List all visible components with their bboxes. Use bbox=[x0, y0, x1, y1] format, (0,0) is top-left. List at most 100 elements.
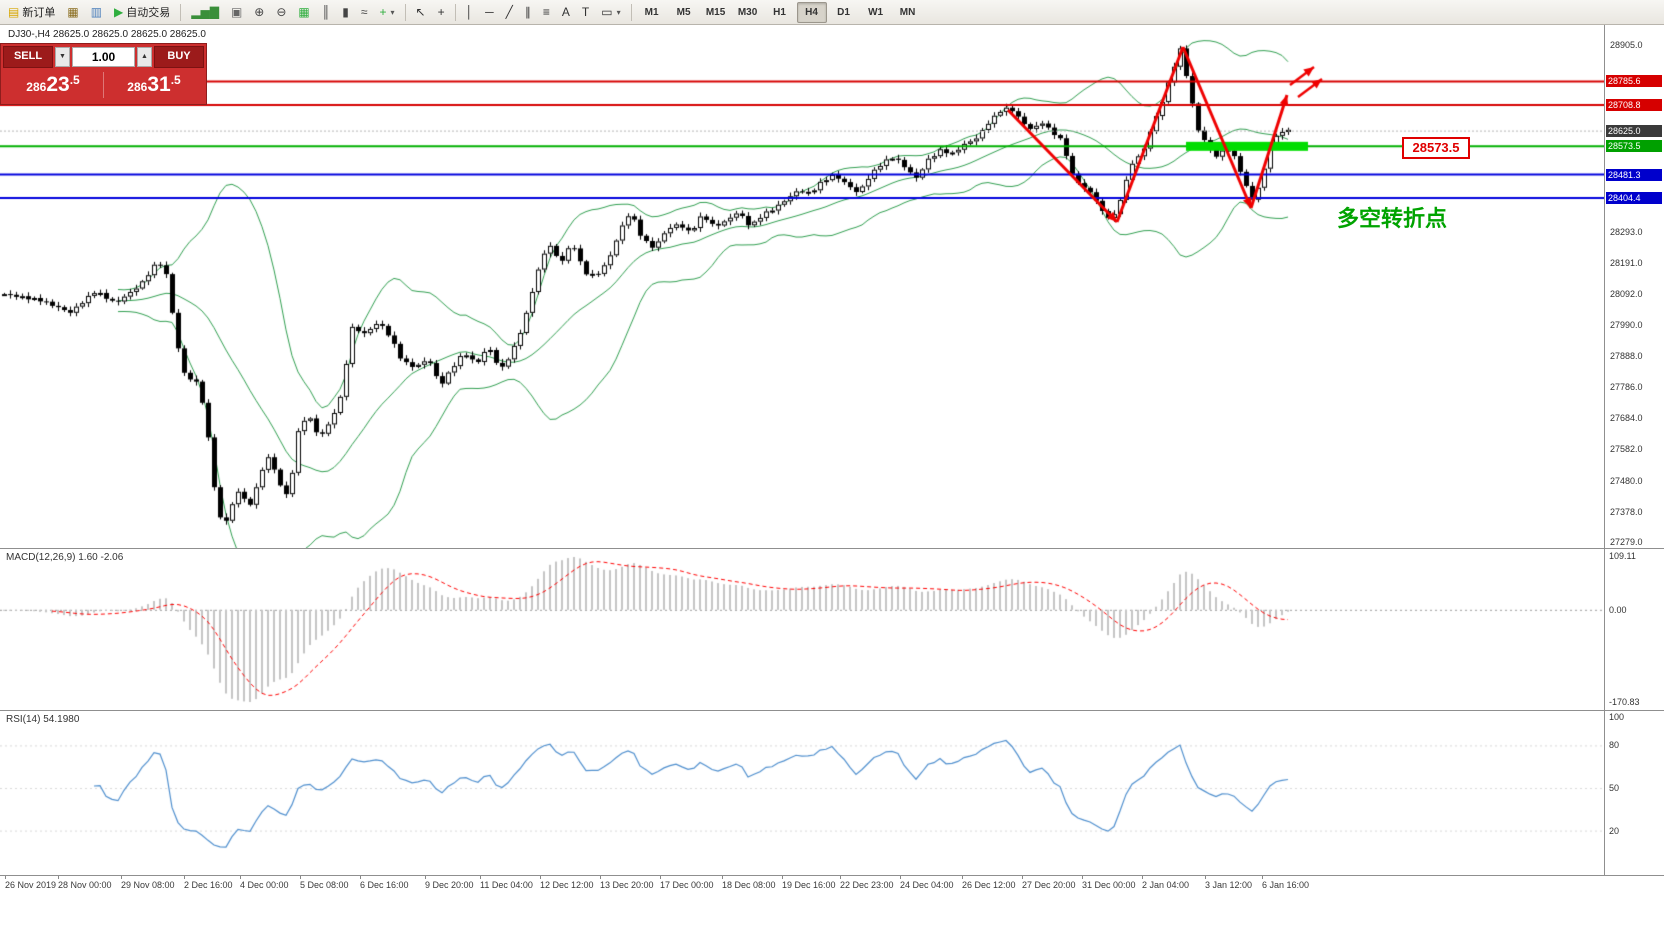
trade-panel-prices: 28623.5 28631.5 bbox=[3, 68, 204, 102]
horizontal-line-button[interactable]: ─ bbox=[480, 1, 499, 23]
time-axis-tick bbox=[540, 876, 541, 879]
new-chart-button[interactable]: + ▾ bbox=[374, 1, 399, 23]
time-axis-tick bbox=[900, 876, 901, 879]
panel-divider[interactable] bbox=[0, 548, 1664, 549]
time-axis-label: 3 Jan 12:00 bbox=[1205, 880, 1253, 890]
rsi-scale-level-label: 20 bbox=[1609, 825, 1620, 836]
auto-trading-button[interactable]: ▶ 自动交易 bbox=[109, 1, 175, 23]
price-scale-tick: 27582.0 bbox=[1610, 444, 1643, 455]
buy-button[interactable]: BUY bbox=[154, 46, 204, 68]
timeframe-m15-button[interactable]: M15 bbox=[705, 6, 726, 18]
time-axis-tick bbox=[1142, 876, 1143, 879]
text-button[interactable]: A bbox=[557, 1, 575, 23]
time-axis-label: 9 Dec 20:00 bbox=[425, 880, 474, 890]
tile-windows-button[interactable]: ▦ bbox=[293, 1, 314, 23]
time-axis-tick bbox=[1022, 876, 1023, 879]
time-axis-tick bbox=[184, 876, 185, 879]
time-axis-label: 26 Dec 12:00 bbox=[962, 880, 1016, 890]
time-axis-tick bbox=[1205, 876, 1206, 879]
price-scale-tick: 27378.0 bbox=[1610, 506, 1643, 517]
new-order-label: 新订单 bbox=[22, 7, 56, 19]
shapes-icon: ▭ bbox=[601, 5, 613, 19]
new-chart-icon: + bbox=[379, 5, 387, 19]
new-order-button[interactable]: ▤ 新订单 bbox=[3, 1, 60, 23]
indicators-button[interactable]: ▂▅▇ bbox=[186, 1, 224, 23]
bar-chart-type-button[interactable]: ║ bbox=[317, 1, 336, 23]
macd-scale-max-label: 109.11 bbox=[1609, 551, 1636, 561]
market-watch-icon: ▥ bbox=[90, 5, 103, 19]
fibonacci-icon: ≡ bbox=[542, 5, 550, 19]
price-scale-level-box: 28708.8 bbox=[1606, 98, 1662, 111]
vertical-line-button[interactable]: │ bbox=[461, 1, 479, 23]
timeframe-d1-button[interactable]: D1 bbox=[837, 6, 850, 18]
chart-window: DJ30-,H4 28625.0 28625.0 28625.0 28625.0… bbox=[0, 25, 1664, 948]
sell-price-button[interactable]: 28623.5 bbox=[3, 73, 103, 97]
price-scale-tick: 28092.0 bbox=[1610, 288, 1643, 299]
time-axis-label: 31 Dec 00:00 bbox=[1082, 880, 1136, 890]
data-window-button[interactable]: ▣ bbox=[226, 1, 247, 23]
timeframe-m1-button[interactable]: M1 bbox=[644, 6, 659, 18]
time-axis[interactable]: 26 Nov 2019 28 Nov 00:00 29 Nov 08:00 2 Dec… bbox=[0, 876, 1664, 948]
timeframe-h4-button[interactable]: H4 bbox=[796, 1, 827, 23]
lot-increase-button[interactable]: ▲ bbox=[137, 47, 152, 67]
lot-decrease-button[interactable]: ▼ bbox=[55, 47, 70, 67]
timeframe-mn-button[interactable]: MN bbox=[899, 6, 916, 18]
toolbar-separator bbox=[404, 3, 406, 21]
panel-divider[interactable] bbox=[0, 710, 1664, 711]
cursor-button[interactable]: ↖ bbox=[411, 1, 431, 23]
new-order-icon: ▤ bbox=[8, 5, 20, 19]
horizontal-line-icon: ─ bbox=[485, 5, 494, 19]
price-scale[interactable]: 28905.0 28293.0 28191.0 28092.0 27990.0 27888… bbox=[1604, 25, 1664, 948]
panel-divider[interactable] bbox=[0, 875, 1664, 876]
price-scale-level-box: 28573.5 bbox=[1606, 140, 1662, 153]
candlestick-chart-type-button[interactable]: ▮ bbox=[337, 1, 354, 23]
macd-scale-min-label: -170.83 bbox=[1609, 697, 1640, 707]
time-axis-label: 6 Jan 16:00 bbox=[1262, 880, 1310, 890]
sell-button[interactable]: SELL bbox=[3, 46, 53, 68]
timeframe-m30-button[interactable]: M30 bbox=[737, 6, 758, 18]
time-axis-label: 28 Nov 00:00 bbox=[58, 880, 112, 890]
time-axis-label: 29 Nov 08:00 bbox=[121, 880, 175, 890]
timeframe-m5-button[interactable]: M5 bbox=[676, 6, 691, 18]
auto-trading-label: 自动交易 bbox=[126, 7, 171, 19]
buy-price-frac: .5 bbox=[170, 73, 181, 87]
time-axis-tick bbox=[360, 876, 361, 879]
label-button[interactable]: T bbox=[577, 1, 594, 23]
macd-indicator-canvas[interactable] bbox=[0, 549, 1604, 710]
new-chart-dropdown-icon[interactable]: ▾ bbox=[390, 7, 395, 17]
buy-price-pips: 31 bbox=[147, 73, 171, 96]
time-axis-label: 24 Dec 04:00 bbox=[900, 880, 954, 890]
trendline-button[interactable]: ╱ bbox=[501, 1, 518, 23]
zoom-out-button[interactable]: ⊖ bbox=[271, 1, 291, 23]
toolbar-separator bbox=[180, 3, 182, 21]
toolbar-items: ▤ 新订单 ▦ ▥ ▶ 自动交易 ▂▅▇ ▣ ⊕ ⊖ ▦ ║ ▮ ≈ + ▾ ↖ + │ ─ ╱ ∥ ≡ A T ▭ ▾ bbox=[2, 1, 636, 23]
crosshair-button[interactable]: + bbox=[433, 1, 450, 23]
text-icon: A bbox=[561, 5, 570, 19]
time-axis-label: 22 Dec 23:00 bbox=[840, 880, 894, 890]
time-axis-label: 17 Dec 00:00 bbox=[660, 880, 714, 890]
lot-size-input[interactable]: 1.00 bbox=[72, 47, 135, 67]
time-axis-label: 2 Dec 16:00 bbox=[184, 880, 233, 890]
rsi-indicator-label: RSI(14) 54.1980 bbox=[6, 714, 80, 725]
price-scale-tick: 28191.0 bbox=[1610, 258, 1643, 269]
rsi-indicator-canvas[interactable] bbox=[0, 711, 1604, 874]
fibonacci-button[interactable]: ≡ bbox=[538, 1, 555, 23]
timeframe-w1-button[interactable]: W1 bbox=[868, 6, 884, 18]
line-chart-type-button[interactable]: ≈ bbox=[356, 1, 373, 23]
market-watch-button[interactable]: ▥ bbox=[86, 1, 107, 23]
price-scale-level-box: 28481.3 bbox=[1606, 168, 1662, 181]
buy-price-button[interactable]: 28631.5 bbox=[104, 73, 204, 97]
charts-button[interactable]: ▦ bbox=[62, 1, 83, 23]
timeframe-h1-button[interactable]: H1 bbox=[773, 6, 786, 18]
price-scale-tick: 27684.0 bbox=[1610, 413, 1643, 424]
equidistant-channel-button[interactable]: ∥ bbox=[520, 1, 536, 23]
shapes-dropdown-icon[interactable]: ▾ bbox=[616, 7, 621, 17]
shapes-button[interactable]: ▭ ▾ bbox=[596, 1, 625, 23]
time-axis-tick bbox=[5, 876, 6, 879]
zoom-in-button[interactable]: ⊕ bbox=[249, 1, 269, 23]
rsi-scale-level-label: 50 bbox=[1609, 783, 1620, 793]
macd-scale-zero-label: 0.00 bbox=[1609, 604, 1627, 615]
buy-price-head: 286 bbox=[127, 80, 148, 94]
time-axis-tick bbox=[121, 876, 122, 879]
price-chart-canvas[interactable] bbox=[0, 25, 1604, 548]
